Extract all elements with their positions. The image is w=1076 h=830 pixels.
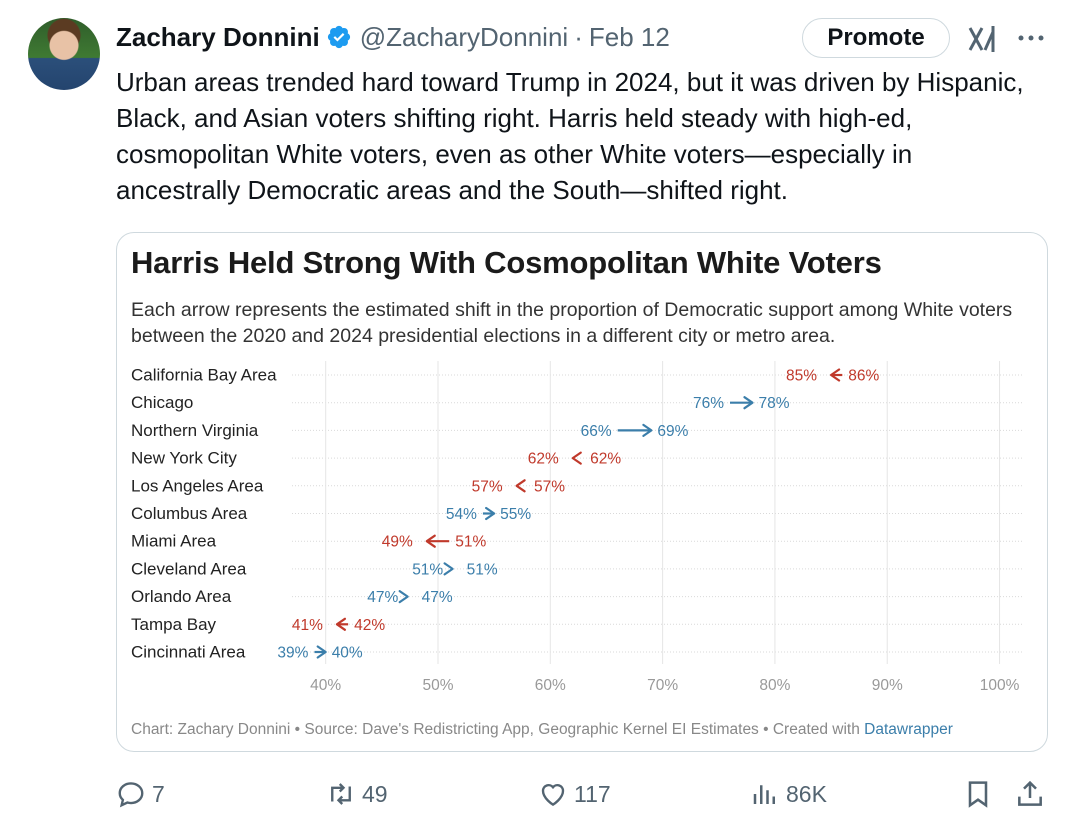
row-label: Cincinnati Area [131, 643, 246, 662]
start-value-label: 85% [786, 368, 817, 385]
avatar[interactable] [28, 18, 100, 90]
start-value-label: 41% [292, 617, 323, 634]
end-value-label: 62% [590, 451, 621, 468]
chart-card[interactable]: Harris Held Strong With Cosmopolitan Whi… [116, 232, 1048, 752]
chart-footer-source: Chart: Zachary Donnini • Source: Dave's … [131, 721, 865, 738]
post-date[interactable]: Feb 12 [588, 21, 670, 52]
x-tick-label: 70% [647, 677, 678, 694]
like-count: 117 [574, 780, 611, 807]
end-value-label: 86% [848, 368, 879, 385]
action-bar: 7 49 117 86K [0, 772, 1076, 816]
arrow-head [571, 451, 582, 465]
end-value-label: 55% [500, 506, 531, 523]
reply-icon [118, 782, 144, 808]
heart-icon [541, 783, 565, 807]
repost-icon [331, 783, 351, 805]
repost-button[interactable]: 49 [326, 772, 388, 816]
share-icon[interactable] [1014, 778, 1046, 810]
end-value-label: 40% [332, 645, 363, 662]
arrow-head [398, 590, 409, 604]
reply-count: 7 [152, 780, 165, 807]
start-value-label: 51% [412, 561, 443, 578]
end-value-label: 57% [534, 478, 565, 495]
start-value-label: 57% [472, 478, 503, 495]
start-value-label: 49% [382, 534, 413, 551]
author-name[interactable]: Zachary Donnini [116, 21, 320, 52]
row-label: California Bay Area [131, 366, 277, 385]
more-options-icon[interactable] [1014, 20, 1048, 54]
end-value-label: 69% [657, 423, 688, 440]
separator-dot: · [574, 21, 583, 52]
row-label: Chicago [131, 393, 193, 412]
arrow-head [743, 396, 754, 410]
start-value-label: 62% [528, 451, 559, 468]
row-label: Los Angeles Area [131, 476, 264, 495]
verified-badge-icon [327, 25, 350, 49]
row-label: New York City [131, 449, 237, 468]
promote-button[interactable]: Promote [802, 18, 950, 58]
arrow-head [443, 562, 454, 576]
x-tick-label: 80% [759, 677, 790, 694]
end-value-label: 47% [422, 589, 453, 606]
start-value-label: 76% [693, 395, 724, 412]
repost-count: 49 [362, 780, 388, 807]
end-value-label: 51% [467, 561, 498, 578]
start-value-label: 39% [277, 645, 308, 662]
arrow-chart: 40% 50% 60% 70% 80% 90% 100% California Bay Are… [131, 361, 1022, 694]
end-value-label: 51% [455, 534, 486, 551]
arrow-head [335, 617, 347, 631]
arrow-head [316, 645, 327, 659]
arrow-head [829, 368, 841, 382]
end-value-label: 42% [354, 617, 385, 634]
row-label: Cleveland Area [131, 559, 247, 578]
x-tick-label: 60% [535, 677, 566, 694]
x-tick-label: 40% [310, 677, 341, 694]
end-value-label: 78% [758, 395, 789, 412]
views-button[interactable]: 86K [750, 772, 827, 816]
grok-icon[interactable] [966, 22, 1000, 56]
views-chart-icon [753, 785, 775, 804]
row-label: Columbus Area [131, 504, 248, 523]
arrow-head [642, 423, 653, 438]
bookmark-icon[interactable] [962, 778, 994, 810]
like-button[interactable]: 117 [538, 772, 611, 816]
tweet-header: Zachary Donnini @ZacharyDonnini · Feb 12 [116, 20, 670, 54]
tweet-text: Urban areas trended hard toward Trump in… [116, 67, 1024, 205]
start-value-label: 47% [367, 589, 398, 606]
row-label: Miami Area [131, 532, 217, 551]
start-value-label: 54% [446, 506, 477, 523]
row-label: Orlando Area [131, 587, 232, 606]
arrow-head [485, 506, 496, 521]
row-label: Tampa Bay [131, 615, 217, 634]
chart-title: Harris Held Strong With Cosmopolitan Whi… [131, 245, 882, 280]
x-tick-label: 100% [980, 677, 1020, 694]
views-count: 86K [786, 780, 827, 807]
datawrapper-link[interactable]: Datawrapper [864, 721, 953, 738]
arrow-head [425, 534, 436, 548]
x-tick-label: 50% [422, 677, 453, 694]
chart-description: Each arrow represents the estimated shif… [131, 299, 1013, 347]
arrow-head [515, 479, 526, 493]
row-label: Northern Virginia [131, 421, 259, 440]
author-handle[interactable]: @ZacharyDonnini [359, 21, 569, 52]
start-value-label: 66% [581, 423, 612, 440]
reply-button[interactable]: 7 [116, 772, 165, 816]
chart-footer: Chart: Zachary Donnini • Source: Dave's … [131, 721, 953, 739]
x-tick-label: 90% [872, 677, 903, 694]
